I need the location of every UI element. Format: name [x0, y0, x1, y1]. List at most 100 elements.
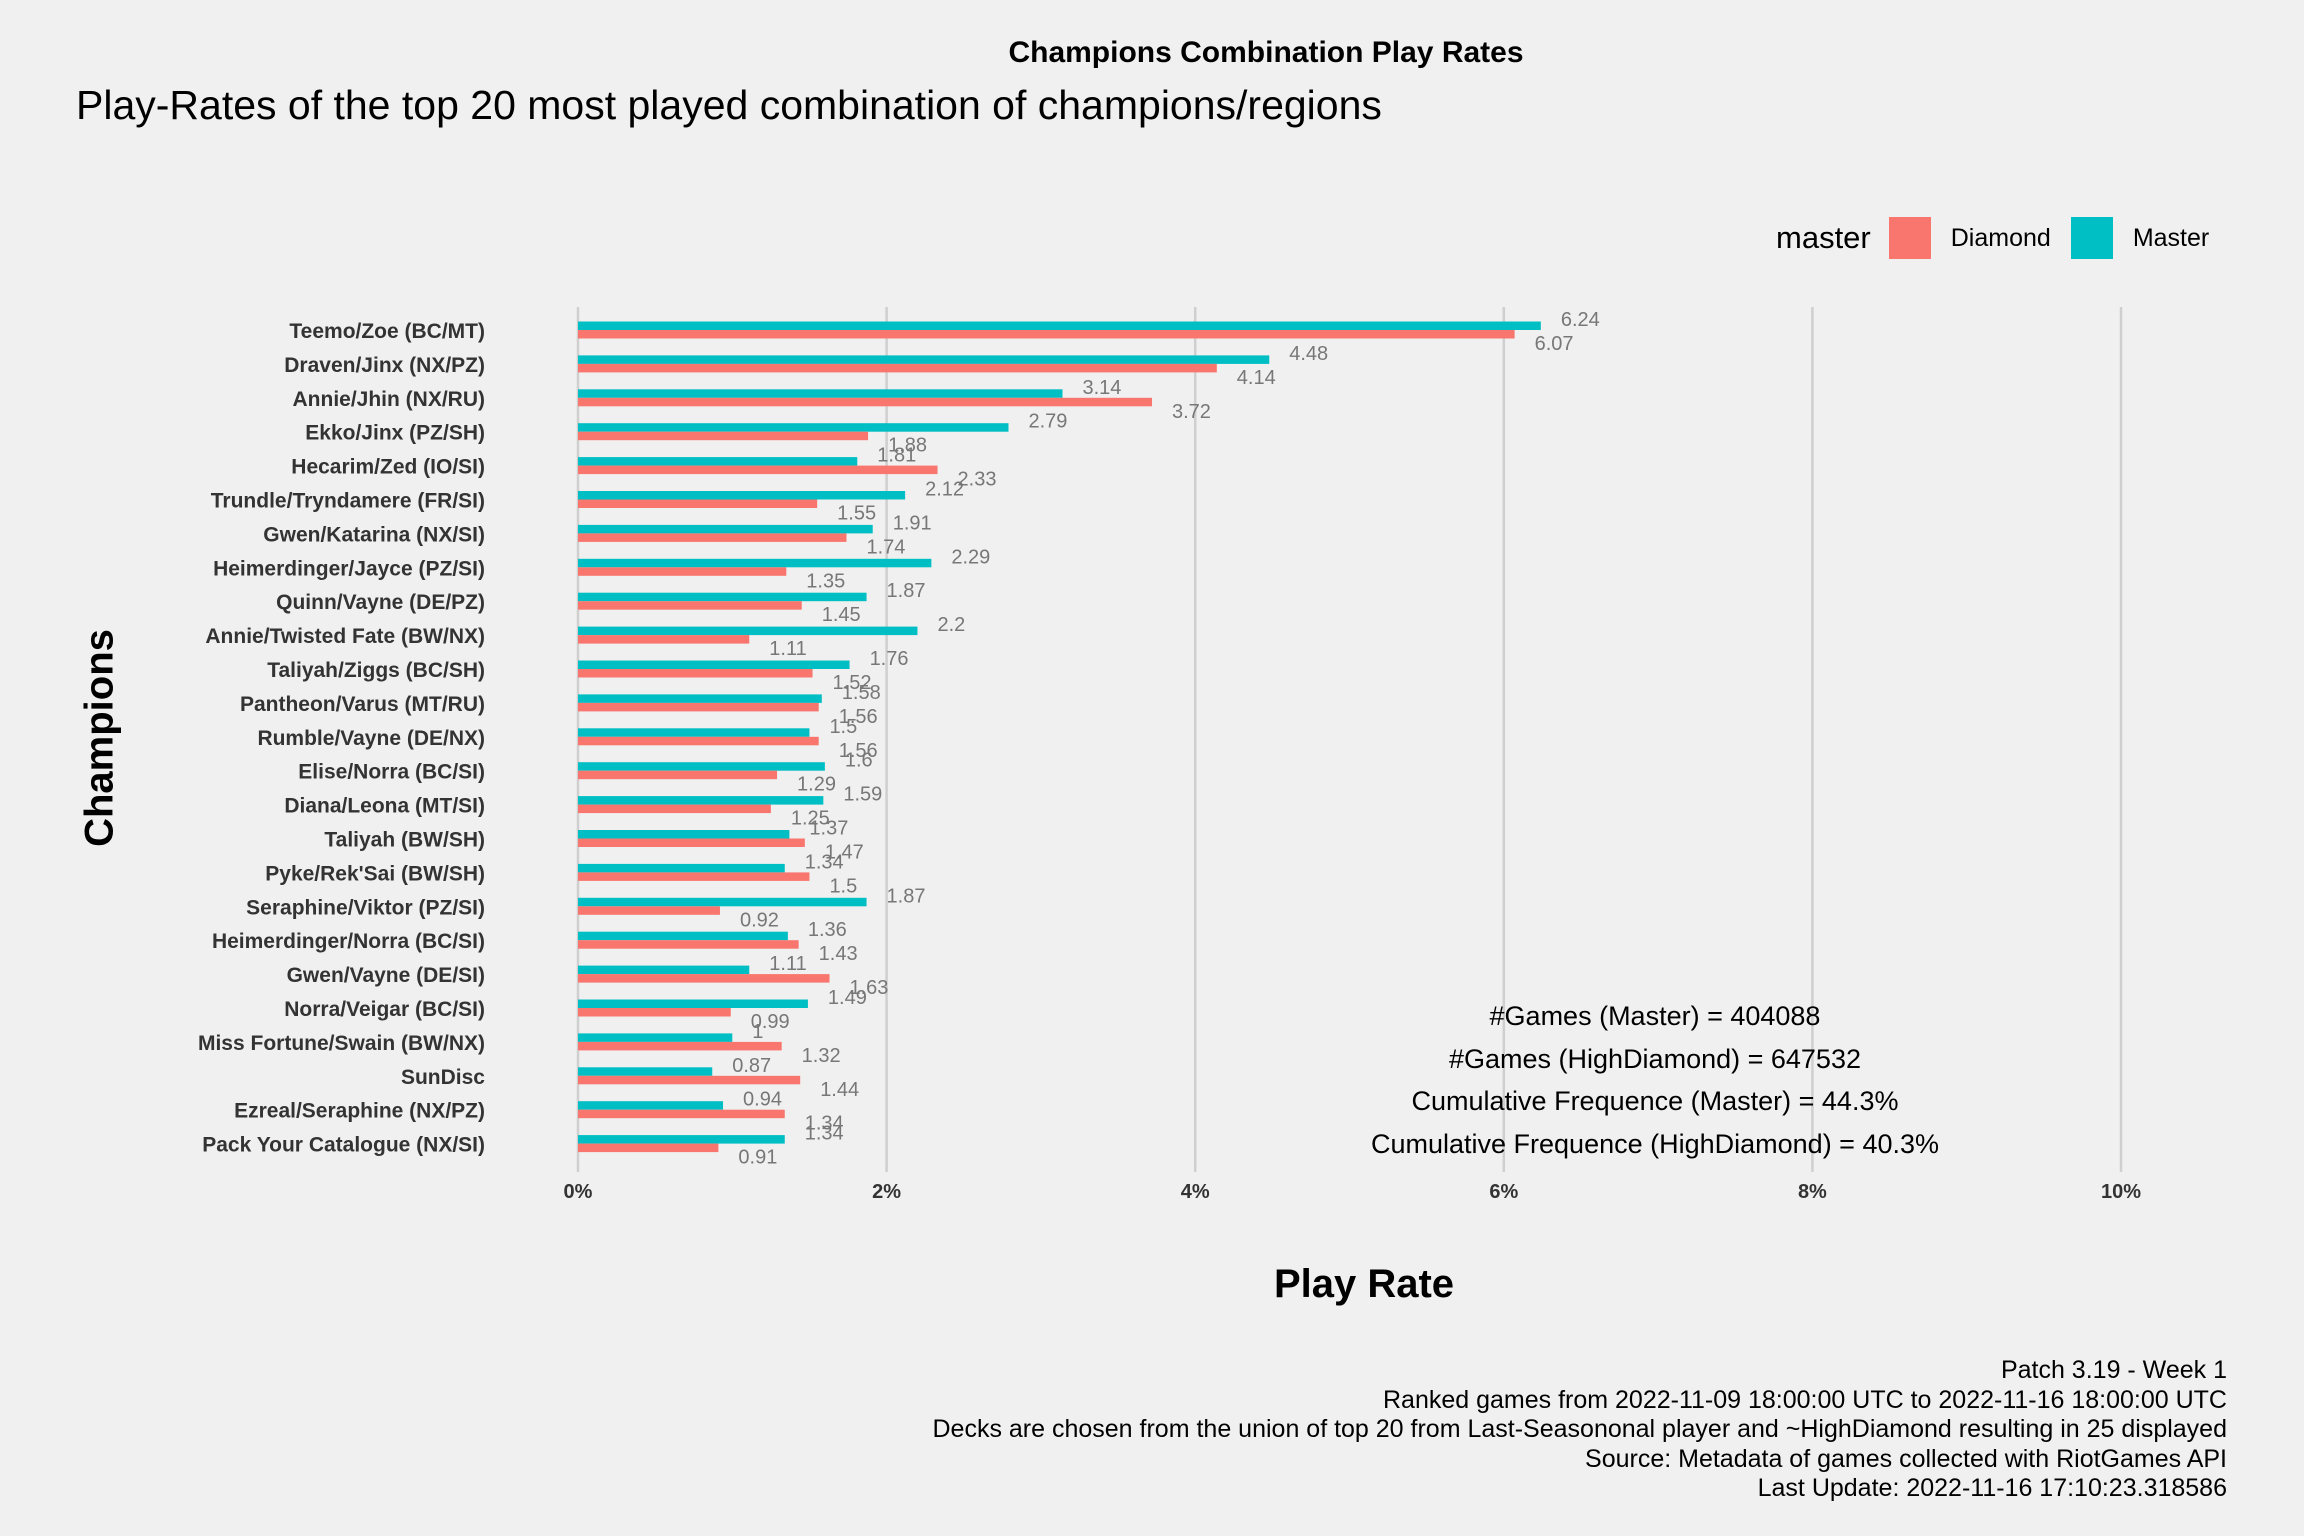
bar-diamond: [578, 974, 830, 983]
y-tick-label: Diana/Leona (MT/SI): [284, 795, 485, 818]
bar-diamond: [578, 1109, 785, 1119]
bar-master: [578, 762, 825, 771]
y-tick-label: Gwen/Vayne (DE/SI): [287, 964, 485, 987]
bar-diamond: [578, 533, 847, 542]
y-tick-label: Annie/Jhin (NX/RU): [293, 388, 486, 411]
data-label-master: 1.59: [843, 784, 882, 806]
data-label-diamond: 4.14: [1237, 367, 1276, 389]
bar-diamond: [578, 363, 1217, 373]
bar-diamond: [578, 838, 805, 847]
y-tick-label: Pyke/Rek'Sai (BW/SH): [265, 862, 485, 885]
y-tick-label: Norra/Veigar (BC/SI): [284, 998, 485, 1021]
caption-source: Source: Metadata of games collected with…: [1585, 1444, 2227, 1473]
x-tick-label: 2%: [872, 1181, 901, 1203]
legend-key-master: [2070, 217, 2113, 259]
bar-diamond: [578, 1143, 719, 1153]
bar-diamond: [578, 330, 1515, 339]
data-label-master: 1.87: [887, 580, 926, 602]
stat-games-master: #Games (Master) = 404088: [1489, 1001, 1821, 1031]
bar-master: [578, 897, 867, 907]
y-tick-label: Trundle/Tryndamere (FR/SI): [211, 490, 485, 513]
stat-games-highdiamond: #Games (HighDiamond) = 647532: [1449, 1043, 1861, 1074]
data-label-diamond: 1.44: [820, 1079, 859, 1101]
bar-diamond: [578, 1041, 782, 1051]
bar-master: [578, 728, 810, 737]
data-label-diamond: 1.32: [802, 1045, 841, 1067]
y-tick-label: Heimerdinger/Jayce (PZ/SI): [213, 557, 485, 580]
bar-diamond: [578, 499, 818, 508]
y-tick-label: Teemo/Zoe (BC/MT): [289, 320, 485, 343]
bar-master: [578, 965, 750, 975]
data-label-diamond: 0.91: [738, 1147, 777, 1169]
stat-cumfreq-master: Cumulative Frequence (Master) = 44.3%: [1411, 1086, 1899, 1116]
data-label-master: 1.6: [845, 750, 873, 772]
y-tick-label: Elise/Norra (BC/SI): [298, 761, 485, 784]
x-tick-label: 10%: [2101, 1181, 2141, 1203]
data-label-diamond: 1.56: [839, 740, 878, 762]
data-label-diamond: 1.47: [825, 842, 864, 864]
y-tick-label: Annie/Twisted Fate (BW/NX): [205, 625, 485, 648]
y-tick-label: Draven/Jinx (NX/PZ): [284, 354, 485, 377]
bar-diamond: [578, 906, 720, 915]
data-label-master: 1.5: [829, 716, 857, 738]
bar-master: [578, 491, 906, 500]
bar-diamond: [578, 635, 750, 644]
data-label-master: 0.94: [743, 1089, 782, 1111]
data-label-master: 1.49: [828, 987, 867, 1009]
data-label-diamond: 1.88: [888, 435, 927, 457]
data-label-diamond: 1.52: [833, 672, 872, 694]
bar-diamond: [578, 567, 787, 576]
data-label-master: 1.81: [877, 445, 916, 467]
x-axis-label: Play Rate: [1273, 1262, 1455, 1306]
bar-master: [578, 558, 932, 568]
x-tick-label: 6%: [1489, 1181, 1518, 1203]
bar-master: [578, 660, 850, 669]
bar-diamond: [578, 702, 819, 712]
data-label-master: 1.34: [805, 851, 844, 873]
bar-diamond: [578, 431, 869, 441]
y-axis-label: Champions: [77, 629, 122, 847]
data-label-diamond: 0.92: [740, 909, 779, 931]
data-label-master: 1.37: [809, 818, 848, 840]
y-tick-label: Miss Fortune/Swain (BW/NX): [198, 1032, 485, 1055]
bar-master: [578, 626, 918, 636]
data-label-master: 1.87: [887, 885, 926, 907]
data-label-master: 1.58: [842, 682, 881, 704]
bar-master: [578, 1135, 785, 1144]
bar-diamond: [578, 770, 778, 780]
y-tick-label: Hecarim/Zed (IO/SI): [291, 456, 485, 479]
data-label-master: 4.48: [1289, 343, 1328, 365]
data-label-diamond: 1.5: [829, 875, 857, 897]
y-tick-label: Taliyah/Ziggs (BC/SH): [267, 659, 485, 682]
y-tick-label: Ekko/Jinx (PZ/SH): [305, 422, 485, 445]
data-label-master: 1.11: [769, 953, 806, 975]
y-tick-label: Quinn/Vayne (DE/PZ): [276, 591, 485, 614]
y-tick-label: Pantheon/Varus (MT/RU): [240, 693, 485, 716]
y-tick-label: Rumble/Vayne (DE/NX): [257, 727, 485, 750]
legend-key-diamond: [1888, 217, 1931, 259]
legend-label-master: Master: [2132, 223, 2210, 252]
data-label-master: 0.87: [732, 1055, 771, 1077]
data-label-diamond: 1.34: [805, 1113, 844, 1135]
data-label-diamond: 2.33: [958, 469, 997, 491]
bar-master: [578, 524, 873, 534]
bar-master: [578, 355, 1270, 364]
bar-diamond: [578, 601, 802, 610]
data-label-diamond: 1.63: [850, 977, 889, 999]
x-tick-label: 8%: [1798, 1181, 1827, 1203]
bar-diamond: [578, 804, 771, 814]
data-label-master: 2.29: [951, 546, 990, 568]
bar-master: [578, 457, 858, 466]
data-label-diamond: 0.99: [751, 1011, 790, 1033]
bar-master: [578, 592, 867, 602]
data-label-diamond: 1.11: [769, 638, 806, 660]
y-tick-label: SunDisc: [401, 1066, 485, 1089]
bar-diamond: [578, 397, 1152, 407]
data-label-diamond: 1.55: [837, 503, 876, 525]
stat-cumfreq-highdiamond: Cumulative Frequence (HighDiamond) = 40.…: [1370, 1128, 1940, 1159]
data-label-master: 1.76: [870, 648, 909, 670]
data-label-master: 1: [752, 1021, 763, 1043]
chart-subtitle: Play-Rates of the top 20 most played com…: [76, 82, 1382, 128]
data-label-master: 6.24: [1561, 309, 1600, 331]
